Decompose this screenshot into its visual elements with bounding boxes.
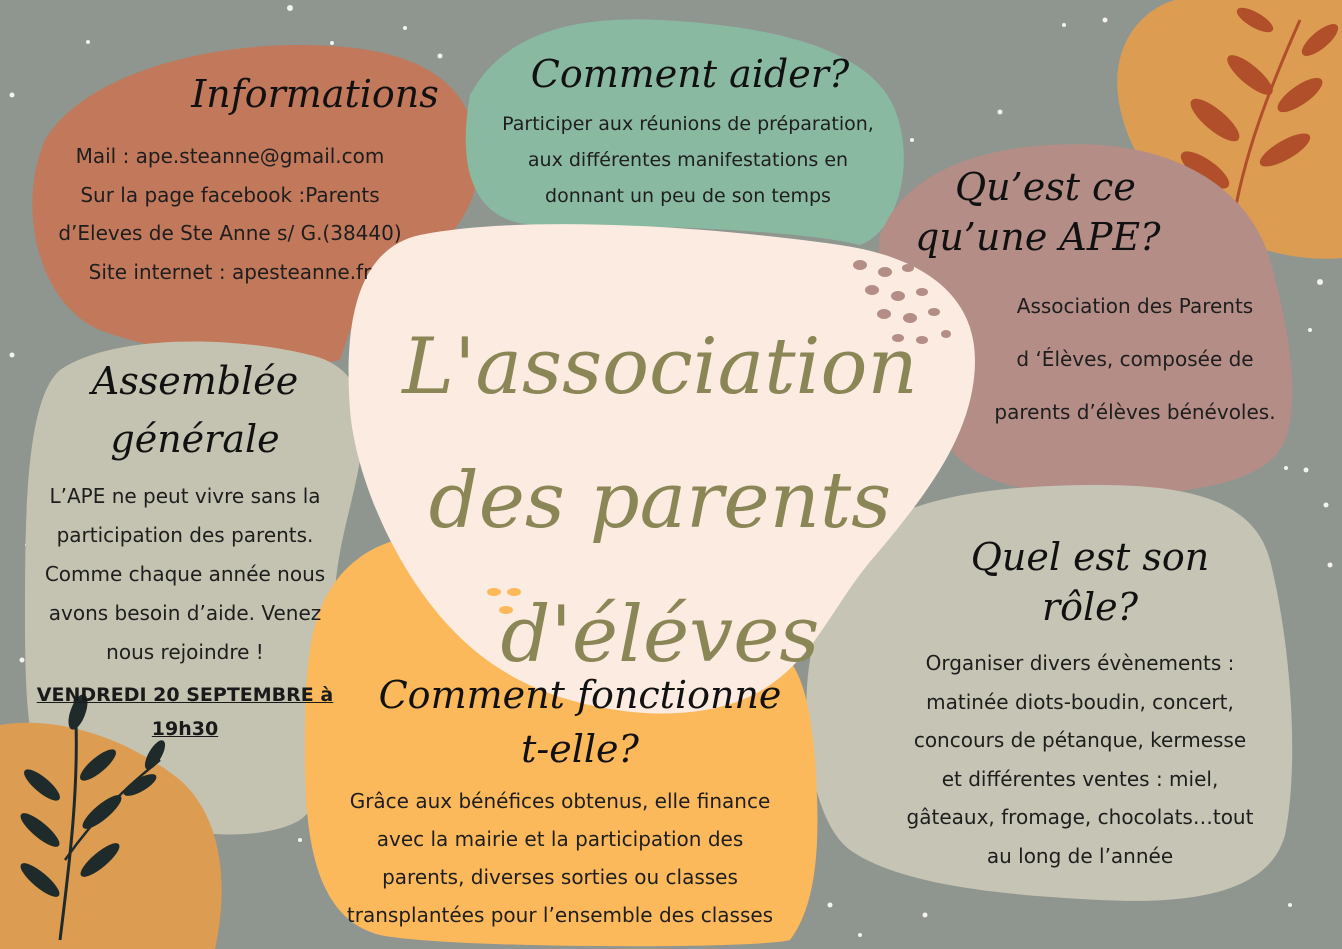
assemblee-blob <box>25 341 363 835</box>
role-heading: Quel est son rôle? <box>950 532 1230 632</box>
role-heading-line-1: Quel est son <box>970 535 1210 579</box>
ape-heading: Qu’est ce qu’une APE? <box>915 162 1175 262</box>
fonctionne-line-3: parents, diverses sorties ou classes <box>382 865 738 889</box>
ape-line-2: d ‘Élèves, composée de <box>1016 347 1254 371</box>
assemblee-line-5: nous rejoindre ! <box>106 640 264 664</box>
assemblee-line-4: avons besoin d’aide. Venez <box>48 601 322 625</box>
role-line-1: Organiser divers évènements : <box>925 651 1235 675</box>
info-mail: Mail : ape.steanne@gmail.com <box>75 144 385 168</box>
ape-line-1: Association des Parents <box>1016 294 1254 318</box>
role-line-2: matinée diots-boudin, concert, <box>926 689 1234 714</box>
info-website: Site internet : apesteanne.fr <box>88 259 372 284</box>
ape-heading-line-2: qu’une APE? <box>915 215 1161 259</box>
assemblee-heading-line-2: générale <box>110 417 280 461</box>
role-line-6: au long de l’année <box>986 843 1174 868</box>
comment-aider-text: Participer aux réunions de préparation, … <box>478 106 898 214</box>
date-line-2: 19h30 <box>151 718 219 740</box>
orange-dots <box>487 588 521 614</box>
ape-blob <box>878 144 1293 495</box>
title-line-2: des parents <box>428 456 892 546</box>
comment-aider-blob <box>465 19 904 245</box>
aider-line-1: Participer aux réunions de préparation, <box>502 113 874 135</box>
title-line-3: d'éléves <box>500 590 820 680</box>
dark-branch-icon <box>20 694 166 941</box>
center-blob <box>348 224 975 714</box>
assemblee-line-2: participation des parents. <box>56 523 314 547</box>
informations-heading: Informations <box>191 72 439 116</box>
fonctionne-heading-line-2: t-elle? <box>521 727 639 771</box>
comment-aider-heading: Comment aider? <box>530 52 850 96</box>
fonctionne-heading-line-1: Comment fonctionne <box>378 673 782 717</box>
assemblee-heading-line-1: Assemblée <box>91 359 299 403</box>
role-text: Organiser divers évènements : matinée di… <box>880 644 1280 875</box>
ape-line-3: parents d’élèves bénévoles. <box>994 400 1276 424</box>
fonctionne-line-4: transplantées pour l’ensemble des classe… <box>346 903 774 927</box>
role-heading-line-2: rôle? <box>1041 585 1139 629</box>
fonctionne-text: Grâce aux bénéfices obtenus, elle financ… <box>320 782 800 934</box>
assemblee-line-3: Comme chaque année nous <box>44 562 326 586</box>
assemblee-heading: Assemblée générale <box>70 352 320 468</box>
fonctionne-line-1: Grâce aux bénéfices obtenus, elle financ… <box>349 789 771 813</box>
role-line-4: et différentes ventes : miel, <box>941 766 1219 791</box>
info-facebook-name: d’Eleves de Ste Anne s/ G.(38440) <box>58 221 402 245</box>
assemblee-line-1: L’APE ne peut vivre sans la <box>49 484 321 508</box>
role-blob <box>806 485 1293 901</box>
info-facebook: Sur la page facebook :Parents <box>80 182 380 207</box>
fonctionne-heading: Comment fonctionne t-elle? <box>360 668 800 776</box>
ape-text: Association des Parents d ‘Élèves, compo… <box>960 280 1310 439</box>
title-line-1: L'association <box>402 322 918 412</box>
ape-heading-line-1: Qu’est ce <box>955 165 1136 209</box>
role-line-5: gâteaux, fromage, chocolats…tout <box>906 805 1254 829</box>
aider-line-3: donnant un peu de son temps <box>545 185 831 207</box>
informations-text: Mail : ape.steanne@gmail.com Sur la page… <box>30 137 430 291</box>
fonctionne-line-2: avec la mairie et la participation des <box>376 827 744 851</box>
aider-line-2: aux différentes manifestations en <box>527 149 849 171</box>
role-line-3: concours de pétanque, kermesse <box>913 728 1247 752</box>
assemblee-text: L’APE ne peut vivre sans la participatio… <box>20 477 350 672</box>
date-line-1: VENDREDI 20 SEPTEMBRE à <box>36 684 334 706</box>
assemblee-date: VENDREDI 20 SEPTEMBRE à 19h30 <box>20 678 350 746</box>
main-title: L'association des parents d'éléves <box>350 300 970 702</box>
mauve-dots <box>853 260 951 344</box>
